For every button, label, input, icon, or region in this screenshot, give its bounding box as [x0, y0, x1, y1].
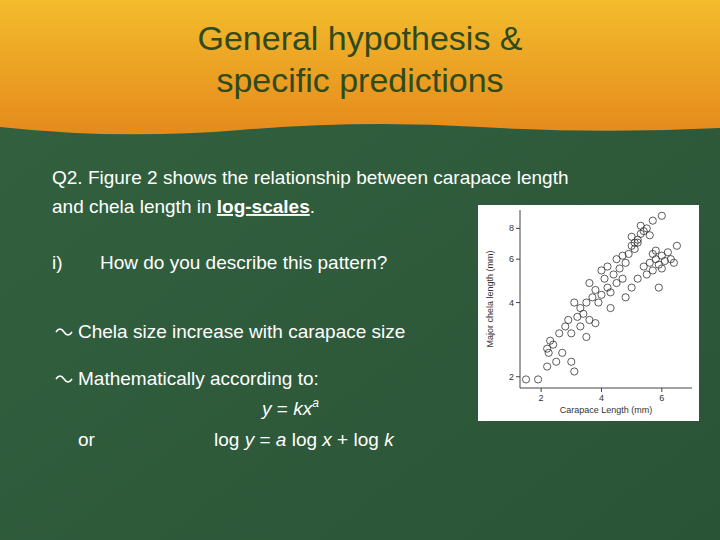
- point: [643, 271, 650, 278]
- title-band: [0, 0, 720, 134]
- bullet: Mathematically according to:: [78, 368, 319, 389]
- point: [583, 333, 590, 340]
- point: [607, 289, 614, 296]
- point: [622, 259, 629, 266]
- x-tick: [601, 388, 602, 392]
- point: [619, 275, 626, 282]
- title: specific predictions: [216, 61, 503, 99]
- point: [583, 299, 590, 306]
- y-tick-label: 8: [509, 223, 514, 233]
- point: [604, 263, 611, 270]
- point: [658, 212, 665, 219]
- point: [556, 330, 563, 337]
- x-tick-label: 4: [599, 393, 604, 403]
- y-tick: [516, 228, 520, 229]
- y-tick-label: 6: [509, 254, 514, 264]
- point: [592, 320, 599, 327]
- question-part: log-scales: [217, 196, 310, 217]
- equation-token: log: [292, 429, 317, 450]
- point: [628, 284, 635, 291]
- point: [522, 376, 529, 383]
- point: [649, 217, 656, 224]
- background: [0, 0, 720, 540]
- x-axis: [520, 388, 692, 389]
- equation: log y = a log x + log k: [214, 429, 395, 450]
- point: [610, 271, 617, 278]
- y-tick-label: 4: [509, 298, 514, 308]
- x-axis-label: Carapace Length (mm): [560, 405, 653, 415]
- point: [586, 279, 593, 286]
- equation-token: a: [276, 429, 287, 450]
- point: [559, 349, 566, 356]
- x-tick: [541, 388, 542, 392]
- equation-token: =: [259, 429, 270, 450]
- x-tick-label: 2: [539, 393, 544, 403]
- point: [655, 284, 662, 291]
- equation-token: log: [353, 429, 378, 450]
- y-tick: [516, 376, 520, 377]
- point: [577, 323, 584, 330]
- question-part: and chela length in: [52, 196, 217, 217]
- point: [607, 304, 614, 311]
- points: [522, 212, 680, 383]
- point: [571, 299, 578, 306]
- point: [568, 330, 575, 337]
- slide: General hypothesis & specific predictions…: [0, 0, 720, 540]
- sub-question: How do you describe this pattern?: [100, 252, 387, 273]
- point: [589, 294, 596, 301]
- y-tick: [516, 302, 520, 303]
- point: [619, 252, 626, 259]
- point: [649, 250, 656, 257]
- point: [670, 259, 677, 266]
- point: [550, 341, 557, 348]
- point: [646, 232, 653, 239]
- exponent: a: [312, 396, 319, 410]
- point: [565, 316, 572, 323]
- equation: y = kxa: [260, 396, 319, 419]
- question: Q2. Figure 2 shows the relationship betw…: [52, 167, 568, 188]
- bullet: Chela size increase with carapace size: [78, 321, 405, 342]
- point: [544, 363, 551, 370]
- point: [637, 222, 644, 229]
- sub-label: i): [52, 252, 63, 273]
- x-tick-label: 6: [659, 393, 664, 403]
- point: [634, 275, 641, 282]
- question-part: .: [310, 196, 315, 217]
- point: [580, 310, 587, 317]
- point: [616, 265, 623, 272]
- point: [595, 299, 602, 306]
- chart-panel: [478, 205, 699, 421]
- title: General hypothesis &: [197, 19, 522, 57]
- y-tick: [516, 259, 520, 260]
- point: [598, 291, 605, 298]
- equation-token: =: [277, 398, 288, 419]
- y-axis-label: Major chela length (mm): [485, 250, 495, 347]
- x-tick: [661, 388, 662, 392]
- point: [545, 349, 552, 356]
- point: [631, 245, 638, 252]
- connector: or: [78, 429, 96, 450]
- point: [592, 286, 599, 293]
- bullet-icon: [56, 329, 72, 335]
- point: [571, 368, 578, 375]
- point: [658, 265, 665, 272]
- equation-token: +: [337, 429, 348, 450]
- y-axis: [520, 210, 521, 388]
- point: [628, 233, 635, 240]
- point: [664, 249, 671, 256]
- point: [553, 358, 560, 365]
- equation-token: log: [214, 429, 239, 450]
- point: [601, 275, 608, 282]
- equation-token: k: [384, 429, 395, 450]
- point: [568, 358, 575, 365]
- equation-token: kx: [293, 398, 314, 419]
- point: [673, 242, 680, 249]
- question: and chela length in log-scales.: [52, 196, 315, 217]
- point: [637, 230, 644, 237]
- point: [535, 376, 542, 383]
- y-tick-label: 2: [509, 372, 514, 382]
- point: [622, 294, 629, 301]
- bullet-icon: [56, 376, 72, 382]
